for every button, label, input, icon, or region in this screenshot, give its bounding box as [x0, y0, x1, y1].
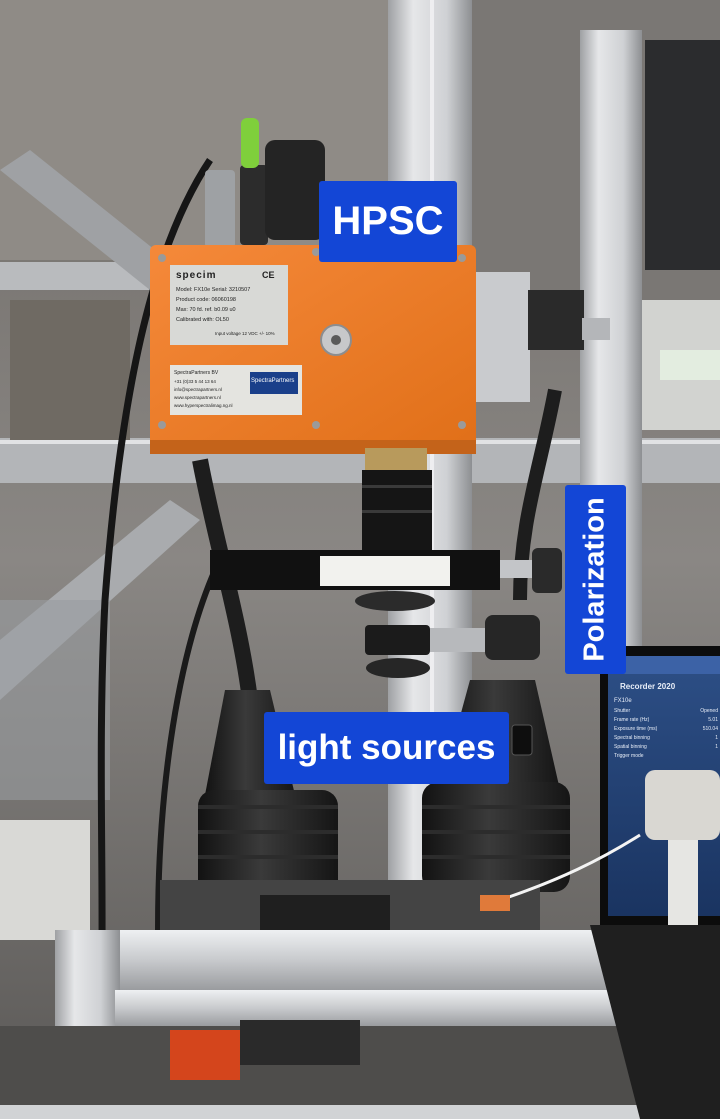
light-sources-annotation-text: light sources: [277, 728, 496, 767]
camera-screw: [458, 254, 466, 262]
camera-screw: [158, 254, 166, 262]
camera-screw: [458, 421, 466, 429]
monitor-group: FX10e: [614, 698, 632, 704]
lamp-switch: [511, 724, 533, 756]
cable-left-lower: [155, 568, 218, 1011]
partner-phone: +31 (0)33 5 44 13 64: [174, 379, 216, 384]
connector-left: [205, 170, 235, 248]
wire-connector: [480, 895, 510, 911]
monitor-row: Spatial binning 1: [614, 744, 718, 753]
connector-right: [240, 165, 268, 245]
lamp-ridge: [422, 805, 570, 809]
monitor-row-key: Exposure time (ms): [614, 726, 658, 732]
right-table-corner: [590, 925, 720, 1119]
monitor-row: Trigger mode: [614, 753, 718, 762]
lamp-head-left: [198, 790, 338, 900]
shelf-white-box: [0, 820, 90, 940]
base-bar-top: [55, 930, 635, 990]
lamp-ridge: [198, 855, 338, 859]
monitor-row-value: 1: [715, 735, 718, 741]
camera-port-center: [331, 335, 341, 345]
base-bar-lower: [115, 990, 635, 1026]
monitor-title: Recorder 2020: [620, 682, 676, 691]
monitor-table: Shutter Opened Frame rate (Hz) 5.01 Expo…: [614, 708, 718, 762]
monitor-row: Frame rate (Hz) 5.01: [614, 717, 718, 726]
camera-screw: [312, 248, 320, 256]
dark-cable-bundle: [265, 140, 325, 240]
monitor-row: Exposure time (ms) 510.04: [614, 726, 718, 735]
camera-screw: [312, 421, 320, 429]
right-dark-device: [645, 40, 720, 270]
polarizer-rod: [500, 560, 540, 578]
monitor-row-key: Spectral binning: [614, 735, 650, 741]
mount-bracket: [470, 272, 530, 402]
partner-logo: [250, 372, 298, 394]
white-wire: [499, 833, 641, 902]
camera-screw: [158, 421, 166, 429]
camera-spec-label: [170, 265, 288, 345]
polarizer-knob: [532, 548, 562, 593]
monitor-row: Shutter Opened: [614, 708, 718, 717]
rack-upper-brace: [0, 150, 180, 290]
lamp-ridge: [422, 855, 570, 859]
monitor-row-value: 5.01: [708, 717, 718, 723]
green-cable-plug: [241, 118, 259, 168]
monitor-titlebar: [608, 656, 720, 674]
lamp-ridge: [422, 830, 570, 834]
polarizer-holder: [485, 615, 540, 660]
polarization-annotation-text: Polarization: [579, 497, 612, 662]
polarizer-label: [320, 556, 450, 586]
red-object: [170, 1030, 240, 1080]
partner-email: info@spectrapartners.nl: [174, 387, 222, 392]
partner-web-2: www.hyperspectralimag.ng.nl: [174, 403, 233, 408]
partner-logo-text: SpectraPartners: [251, 378, 295, 384]
mount-clamp: [528, 290, 584, 350]
polarizer-filter: [355, 591, 435, 611]
lamp-ridge: [198, 830, 338, 834]
right-fixture-head: [645, 770, 720, 840]
hpsc-annotation: HPSC: [319, 181, 457, 262]
polarizer-arm: [430, 628, 490, 652]
floor-device: [240, 1020, 360, 1065]
monitor-row-value: 510.04: [702, 726, 718, 732]
camera-product-code: Product code: 06060198: [176, 297, 236, 303]
lens-gold-ring: [365, 448, 427, 472]
lens-ridge: [362, 510, 432, 513]
partner-web: www.spectrapartners.nl: [174, 395, 221, 400]
camera-calibrated: Calibrated with: OL50: [176, 317, 229, 323]
camera-base-edge: [150, 440, 476, 454]
right-equipment-display: [660, 350, 720, 380]
monitor-row-key: Trigger mode: [614, 753, 644, 759]
hpsc-annotation-text: HPSC: [332, 199, 444, 243]
lens-ridge: [362, 485, 432, 488]
lamp-ridge: [198, 805, 338, 809]
camera-voltage: Input voltage 12 VDC +/- 10%: [215, 331, 275, 336]
monitor-row-key: Spatial binning: [614, 744, 647, 750]
mount-screw: [582, 318, 610, 340]
polarization-annotation: Polarization: [565, 485, 626, 674]
monitor-row-key: Shutter: [614, 708, 631, 714]
lamp-head-right: [422, 782, 570, 892]
right-fixture-body: [668, 840, 698, 930]
camera-brand: specim: [176, 270, 217, 281]
monitor-row-value: 1: [715, 744, 718, 750]
polarizer-ring-lower: [366, 658, 430, 678]
monitor-row: Spectral binning 1: [614, 735, 718, 744]
shelf-clear-box: [0, 600, 110, 800]
shelf-equipment-left: [10, 300, 130, 440]
monitor-row-key: Frame rate (Hz): [614, 717, 650, 723]
ce-mark: CE: [262, 270, 275, 280]
camera-model: Model: FX10e Serial: 3210507: [176, 287, 251, 293]
camera-max: Max: 70 fd. ref. b0.09 u0: [176, 307, 236, 313]
monitor-row-value: Opened: [700, 708, 718, 714]
partner-company: SpectraPartners BV: [174, 370, 219, 376]
light-sources-annotation: light sources: [264, 712, 509, 784]
table-edge: [0, 1105, 720, 1119]
polarizer-ring: [365, 625, 430, 655]
keyboard: [260, 895, 390, 930]
